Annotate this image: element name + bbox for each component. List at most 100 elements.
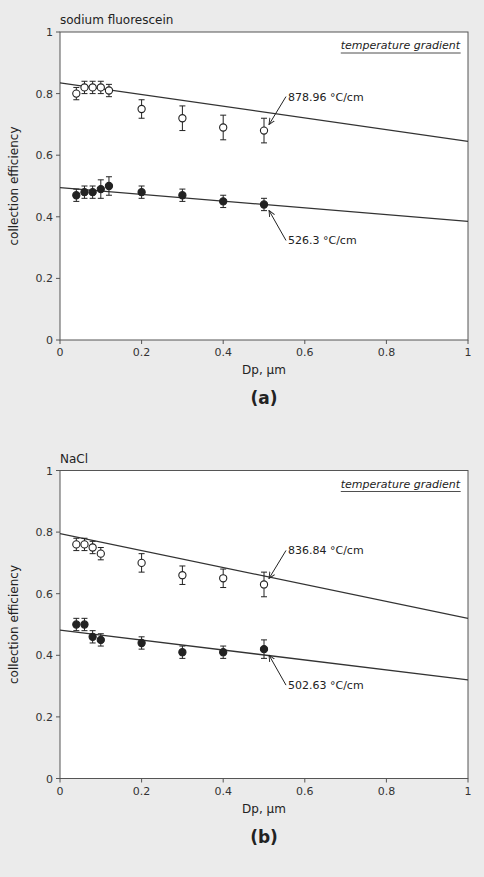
error-bar-cap: [73, 201, 79, 202]
error-bar: [106, 177, 112, 195]
error-bar-cap: [179, 189, 185, 190]
x-axis-label: Dp, μm: [242, 363, 286, 377]
error-bar: [73, 538, 79, 550]
data-point: [138, 105, 145, 112]
x-tick-label: 0.6: [296, 346, 314, 359]
error-bar-cap: [179, 584, 185, 585]
error-bar: [90, 186, 96, 198]
error-bar-cap: [98, 633, 104, 634]
error-bar-cap: [81, 618, 87, 619]
x-tick-label: 0: [57, 346, 64, 359]
y-tick-label: 0.2: [36, 272, 54, 285]
data-point: [179, 115, 186, 122]
data-point: [89, 84, 96, 91]
error-bar: [81, 81, 87, 93]
error-bar-cap: [73, 538, 79, 539]
error-bar-cap: [73, 99, 79, 100]
error-bar-cap: [261, 658, 267, 659]
error-bar-cap: [98, 559, 104, 560]
y-tick: [56, 216, 60, 217]
error-bar-cap: [98, 198, 104, 199]
error-bar-cap: [106, 96, 112, 97]
y-tick-label: 1: [46, 465, 53, 478]
x-tick-label: 0: [57, 785, 64, 798]
error-bar-cap: [261, 210, 267, 211]
error-bar: [139, 554, 145, 572]
annotations: 878.96 °C/cm526.3 °C/cmtemperature gradi…: [250, 39, 460, 408]
error-bar: [139, 186, 145, 198]
data-point: [220, 649, 227, 656]
x-tick-label: 0.6: [296, 785, 314, 798]
error-bar-cap: [220, 569, 226, 570]
error-bar-cap: [73, 550, 79, 551]
error-bar: [179, 566, 185, 584]
data-point: [73, 541, 80, 548]
error-bar-cap: [81, 550, 87, 551]
data-point: [89, 544, 96, 551]
error-bar-cap: [179, 130, 185, 131]
data-area: [60, 534, 468, 680]
error-bar-cap: [73, 630, 79, 631]
plot-frame: [60, 32, 468, 340]
y-tick-label: 0.6: [36, 149, 54, 162]
x-tick-label: 0.8: [378, 346, 396, 359]
error-bar: [90, 541, 96, 553]
y-tick: [56, 155, 60, 156]
error-bar-cap: [90, 81, 96, 82]
error-bar-cap: [98, 81, 104, 82]
error-bar-cap: [106, 176, 112, 177]
y-tick: [56, 593, 60, 594]
error-bar-cap: [220, 207, 226, 208]
plot-background: [60, 471, 468, 779]
data-point: [89, 633, 96, 640]
error-bar-cap: [139, 118, 145, 119]
y-tick-label: 0.4: [36, 211, 54, 224]
annotations: 836.84 °C/cm502.63 °C/cmtemperature grad…: [250, 478, 461, 847]
error-bar-cap: [98, 179, 104, 180]
x-tick: [141, 779, 142, 783]
data-point: [81, 189, 88, 196]
x-tick-label: 0.4: [214, 785, 232, 798]
y-tick: [56, 778, 60, 779]
y-tick: [56, 655, 60, 656]
error-bar-cap: [90, 642, 96, 643]
error-bar: [220, 195, 226, 207]
error-bar-cap: [261, 118, 267, 119]
y-tick-label: 0.2: [36, 711, 54, 724]
error-bar: [261, 198, 267, 210]
error-bar: [81, 186, 87, 198]
y-tick: [56, 470, 60, 471]
data-point: [220, 124, 227, 131]
error-bar-cap: [139, 572, 145, 573]
error-bar-cap: [261, 596, 267, 597]
error-bar: [73, 618, 79, 630]
error-bar-cap: [220, 139, 226, 140]
y-tick: [56, 716, 60, 717]
error-bar: [106, 84, 112, 96]
x-tick: [60, 340, 61, 344]
series-annotation: 878.96 °C/cm: [288, 91, 364, 104]
error-bar: [139, 100, 145, 118]
data-point: [260, 127, 267, 134]
data-point: [260, 201, 267, 208]
x-tick: [141, 340, 142, 344]
error-bar-cap: [261, 198, 267, 199]
data-point: [260, 581, 267, 588]
series-annotation: 836.84 °C/cm: [288, 544, 364, 557]
data-point: [220, 575, 227, 582]
annotation-arrow: [269, 550, 286, 578]
x-tick-label: 1: [465, 785, 472, 798]
error-bar: [139, 637, 145, 649]
error-bar-cap: [261, 572, 267, 573]
annotation-header: temperature gradient: [341, 478, 461, 491]
error-bar-cap: [98, 547, 104, 548]
figure-background: [0, 0, 484, 877]
error-bar: [90, 81, 96, 93]
annotation-arrow: [269, 655, 286, 685]
error-bar-cap: [81, 538, 87, 539]
y-tick-label: 0: [46, 773, 53, 786]
error-bar: [98, 180, 104, 198]
y-tick: [56, 340, 60, 341]
error-bar-cap: [179, 105, 185, 106]
error-bar: [261, 640, 267, 658]
